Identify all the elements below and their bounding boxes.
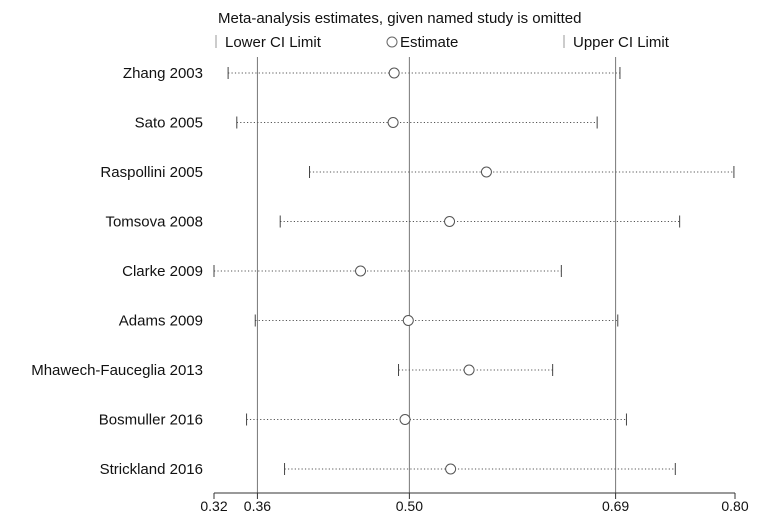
estimate-point bbox=[402, 315, 414, 326]
estimate-point bbox=[387, 117, 399, 128]
study-row: Strickland 2016 bbox=[100, 461, 676, 478]
study-row: Bosmuller 2016 bbox=[99, 412, 627, 429]
estimate-point bbox=[388, 67, 400, 79]
estimate-point bbox=[480, 166, 492, 178]
x-tick-label: 0.32 bbox=[200, 498, 227, 513]
study-row: Raspollini 2005 bbox=[100, 164, 735, 181]
study-label: Zhang 2003 bbox=[123, 65, 203, 82]
study-label: Tomsova 2008 bbox=[105, 214, 203, 231]
legend: Lower CI Limit Estimate Upper CI Limit bbox=[215, 34, 670, 51]
study-rows: Zhang 2003 Sato 2005 Raspollini 2005 Tomsov… bbox=[31, 65, 735, 478]
study-label: Sato 2005 bbox=[135, 115, 203, 132]
x-tick-label: 0.69 bbox=[602, 498, 629, 513]
study-label: Mhawech-Fauceglia 2013 bbox=[31, 362, 203, 379]
legend-upper-label: Upper CI Limit bbox=[573, 34, 670, 51]
study-row: Tomsova 2008 bbox=[105, 214, 681, 231]
study-row: Adams 2009 bbox=[119, 313, 619, 330]
study-label: Raspollini 2005 bbox=[100, 164, 203, 181]
study-row: Mhawech-Fauceglia 2013 bbox=[31, 362, 554, 379]
estimate-point bbox=[399, 414, 411, 425]
estimate-point bbox=[355, 265, 367, 277]
study-label: Adams 2009 bbox=[119, 313, 203, 330]
study-row: Clarke 2009 bbox=[122, 263, 562, 280]
study-label: Clarke 2009 bbox=[122, 263, 203, 280]
x-axis: 0.32 0.36 0.50 0.69 0.80 bbox=[200, 492, 749, 513]
study-row: Zhang 2003 bbox=[123, 65, 621, 82]
estimate-point bbox=[444, 216, 456, 227]
study-label: Strickland 2016 bbox=[100, 461, 203, 478]
x-tick-label: 0.50 bbox=[396, 498, 423, 513]
reference-lines bbox=[256, 57, 617, 493]
legend-estimate-label: Estimate bbox=[400, 34, 458, 51]
study-label: Bosmuller 2016 bbox=[99, 412, 203, 429]
estimate-point bbox=[463, 364, 475, 376]
legend-estimate-marker bbox=[386, 36, 398, 48]
study-row: Sato 2005 bbox=[135, 115, 598, 132]
estimate-point bbox=[445, 463, 457, 475]
x-tick-label: 0.36 bbox=[244, 498, 271, 513]
legend-lower-label: Lower CI Limit bbox=[225, 34, 322, 51]
x-tick-label: 0.80 bbox=[721, 498, 748, 513]
chart-title: Meta-analysis estimates, given named stu… bbox=[218, 10, 582, 27]
